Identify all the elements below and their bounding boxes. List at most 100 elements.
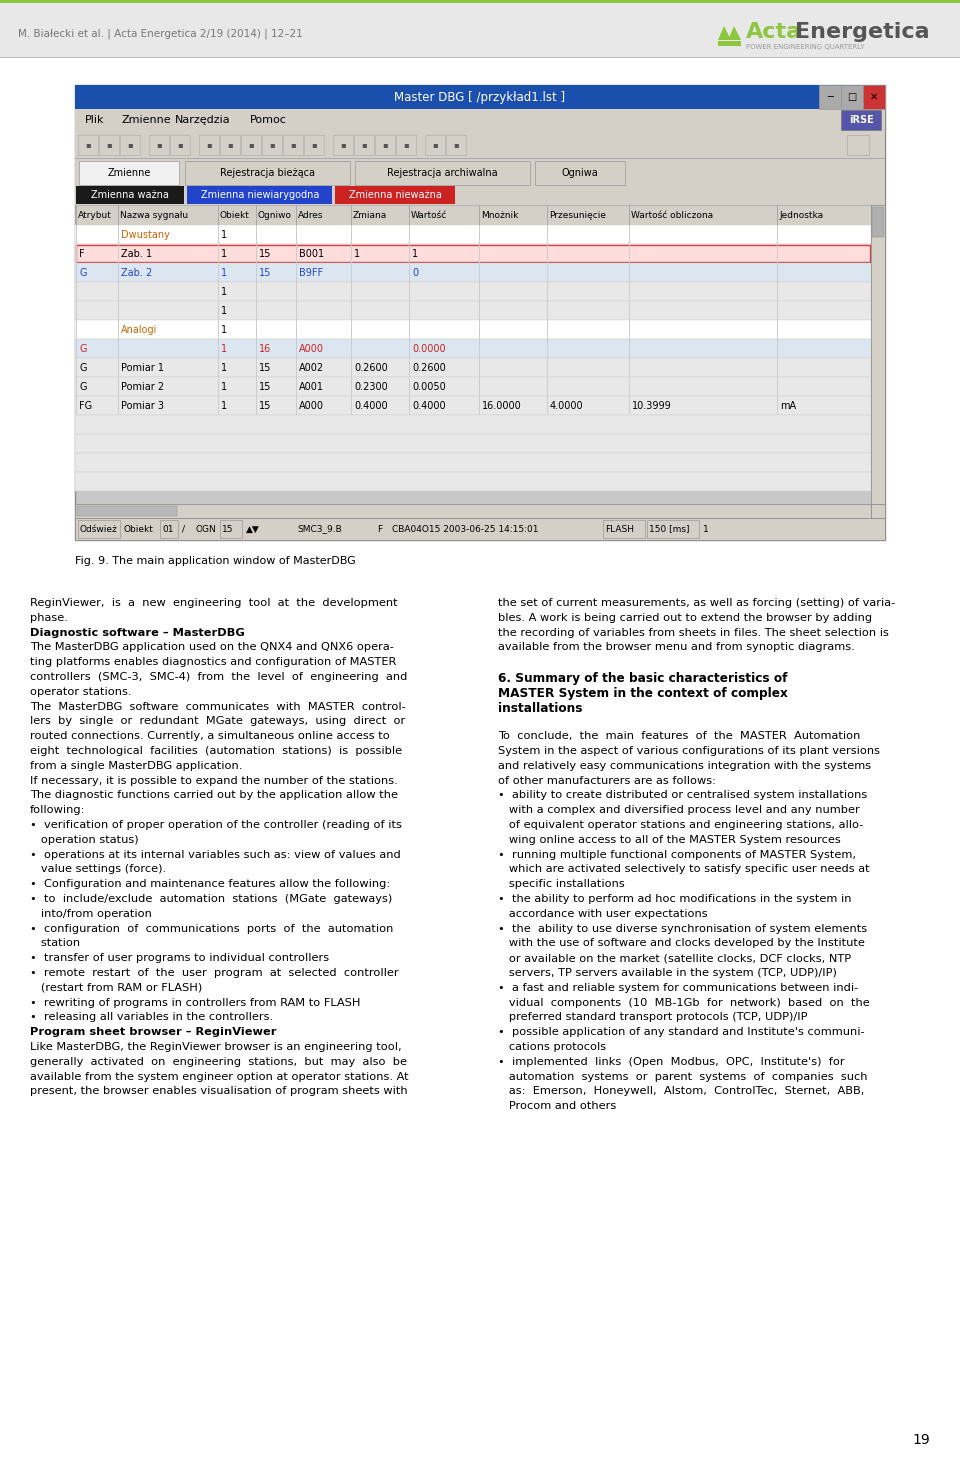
Text: 0.0050: 0.0050 (412, 382, 445, 392)
Text: 15: 15 (259, 248, 272, 259)
Bar (296, 397, 297, 416)
Bar (296, 225, 297, 244)
Text: Nazwa sygnału: Nazwa sygnału (120, 210, 188, 219)
Text: 0.2600: 0.2600 (412, 363, 445, 373)
Bar (396, 135, 416, 156)
Bar (75, 185, 885, 206)
Bar (351, 225, 352, 244)
Text: 15: 15 (259, 363, 272, 373)
Text: controllers  (SMC-3,  SMC-4)  from  the  level  of  engineering  and: controllers (SMC-3, SMC-4) from the leve… (30, 671, 407, 682)
Bar (547, 263, 548, 282)
Bar (547, 301, 548, 320)
Bar (547, 225, 548, 244)
Text: phase.: phase. (30, 613, 68, 623)
Bar (283, 135, 303, 156)
Bar (75, 416, 871, 433)
Bar (118, 244, 119, 263)
Bar (218, 206, 219, 225)
Text: Fig. 9. The main application window of MasterDBG: Fig. 9. The main application window of M… (75, 555, 356, 566)
Text: If necessary, it is possible to expand the number of the stations.: If necessary, it is possible to expand t… (30, 776, 397, 786)
Bar (220, 520, 242, 538)
Polygon shape (718, 26, 731, 40)
Text: Analogi: Analogi (121, 325, 157, 335)
Text: ✕: ✕ (870, 93, 878, 101)
Bar (777, 225, 778, 244)
Bar (199, 135, 219, 156)
Bar (76, 301, 77, 320)
Text: 10.3999: 10.3999 (632, 401, 672, 410)
Text: System in the aspect of various configurations of its plant versions: System in the aspect of various configur… (498, 746, 880, 757)
Text: Master DBG [ /przykład1.lst ]: Master DBG [ /przykład1.lst ] (395, 91, 565, 103)
Text: 15: 15 (259, 267, 272, 278)
Text: ▪: ▪ (290, 141, 296, 150)
Text: specific installations: specific installations (498, 880, 625, 889)
Text: •  a fast and reliable system for communications between indi-: • a fast and reliable system for communi… (498, 983, 858, 993)
Bar (170, 135, 190, 156)
Bar (479, 339, 480, 358)
Text: M. Białecki et al. | Acta Energetica 2/19 (2014) | 12–21: M. Białecki et al. | Acta Energetica 2/1… (18, 29, 302, 40)
Bar (256, 339, 257, 358)
Text: 1: 1 (221, 248, 228, 259)
Text: wing online access to all of the MASTER System resources: wing online access to all of the MASTER … (498, 834, 841, 845)
Text: Program sheet browser – ReginViewer: Program sheet browser – ReginViewer (30, 1027, 276, 1037)
Bar (355, 162, 530, 185)
Text: G: G (79, 382, 86, 392)
Bar (256, 282, 257, 301)
Text: Obiekt: Obiekt (220, 210, 250, 219)
Bar (629, 263, 630, 282)
Text: •  to  include/exclude  automation  stations  (MGate  gateways): • to include/exclude automation stations… (30, 895, 393, 903)
Bar (777, 378, 778, 397)
Text: G: G (79, 363, 86, 373)
Bar (218, 301, 219, 320)
Text: installations: installations (498, 702, 583, 714)
Text: Wartość obliczona: Wartość obliczona (631, 210, 713, 219)
Bar (75, 109, 885, 131)
Bar (409, 244, 410, 263)
Text: ▪: ▪ (127, 141, 132, 150)
Text: 1: 1 (221, 267, 228, 278)
Bar (479, 244, 480, 263)
Text: The diagnostic functions carried out by the application allow the: The diagnostic functions carried out by … (30, 790, 398, 801)
Bar (296, 206, 297, 225)
Text: ▪: ▪ (206, 141, 212, 150)
Text: •  the  ability to use diverse synchronisation of system elements: • the ability to use diverse synchronisa… (498, 924, 867, 934)
Text: ▪: ▪ (228, 141, 233, 150)
Text: 1: 1 (412, 248, 419, 259)
Bar (863, 85, 885, 109)
Bar (262, 135, 282, 156)
Bar (75, 433, 871, 452)
Text: ▪: ▪ (269, 141, 275, 150)
Text: ▪: ▪ (432, 141, 438, 150)
Text: present, the browser enables visualisation of program sheets with: present, the browser enables visualisati… (30, 1087, 408, 1096)
Text: Procom and others: Procom and others (498, 1102, 616, 1111)
Text: available from the system engineer option at operator stations. At: available from the system engineer optio… (30, 1071, 409, 1081)
Bar (629, 282, 630, 301)
Text: Adres: Adres (298, 210, 324, 219)
Text: Zmienna nieważna: Zmienna nieważna (348, 190, 442, 200)
Text: servers, TP servers available in the system (TCP, UDP)/IP): servers, TP servers available in the sys… (498, 968, 837, 978)
Bar (351, 358, 352, 378)
Bar (479, 206, 480, 225)
Bar (847, 135, 869, 156)
Text: •  the ability to perform ad hoc modifications in the system in: • the ability to perform ad hoc modifica… (498, 895, 852, 903)
Text: 16.0000: 16.0000 (482, 401, 521, 410)
Bar (75, 320, 871, 339)
Bar (256, 320, 257, 339)
Text: vidual  components  (10  MB-1Gb  for  network)  based  on  the: vidual components (10 MB-1Gb for network… (498, 997, 870, 1008)
Bar (76, 282, 77, 301)
Bar (75, 358, 871, 378)
Bar (304, 135, 324, 156)
Text: 0.2600: 0.2600 (354, 363, 388, 373)
Text: automation  systems  or  parent  systems  of  companies  such: automation systems or parent systems of … (498, 1071, 868, 1081)
Text: •  operations at its internal variables such as: view of values and: • operations at its internal variables s… (30, 849, 400, 859)
Bar (256, 358, 257, 378)
Text: Odśwież: Odśwież (80, 524, 118, 533)
Bar (256, 263, 257, 282)
Text: Obiekt: Obiekt (124, 524, 154, 533)
Bar (351, 263, 352, 282)
Text: eight  technological  facilities  (automation  stations)  is  possible: eight technological facilities (automati… (30, 746, 402, 757)
Bar (218, 339, 219, 358)
Bar (629, 339, 630, 358)
Bar (547, 378, 548, 397)
Bar (351, 244, 352, 263)
